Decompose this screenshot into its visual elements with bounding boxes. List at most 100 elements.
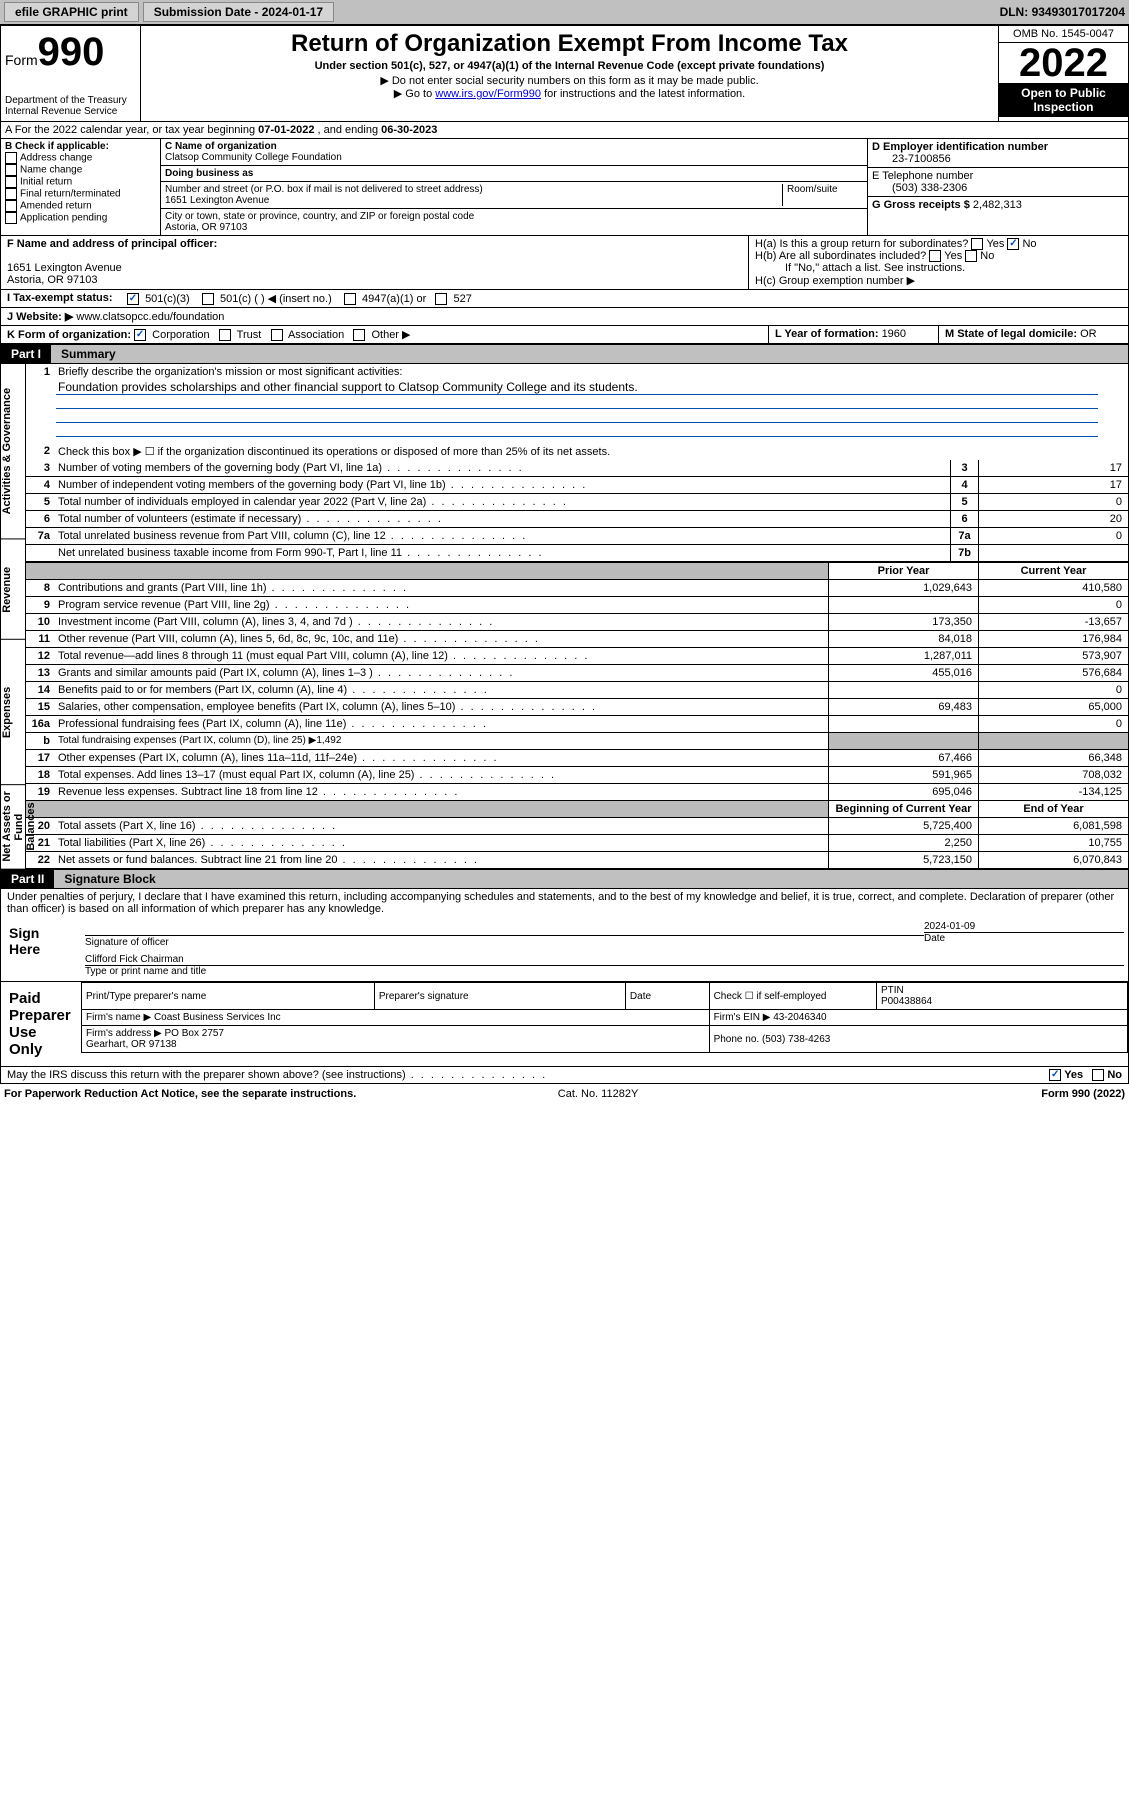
b-check[interactable] xyxy=(5,212,17,224)
j-label: J Website: ▶ xyxy=(7,311,76,323)
m-val: OR xyxy=(1080,328,1097,340)
ha-yes[interactable] xyxy=(971,238,983,250)
row-desc: Other expenses (Part IX, column (A), lin… xyxy=(54,750,828,766)
paid-preparer: Paid Preparer Use Only xyxy=(1,982,81,1066)
k-opt[interactable] xyxy=(353,329,365,341)
sig-date: 2024-01-09 xyxy=(924,921,1124,932)
p-date: Date xyxy=(625,983,709,1010)
col-c: C Name of organization Clatsop Community… xyxy=(161,139,868,235)
row-desc: Total unrelated business revenue from Pa… xyxy=(54,528,950,544)
b-check[interactable] xyxy=(5,188,17,200)
pra: For Paperwork Reduction Act Notice, see … xyxy=(4,1088,356,1100)
f-addr2: Astoria, OR 97103 xyxy=(7,274,98,286)
firm-ein-label: Firm's EIN ▶ xyxy=(714,1012,771,1023)
footer-form: Form 990 (2022) xyxy=(1041,1088,1125,1100)
i-501c[interactable] xyxy=(202,293,214,305)
row-desc: Grants and similar amounts paid (Part IX… xyxy=(54,665,828,681)
row-desc: Other revenue (Part VIII, column (A), li… xyxy=(54,631,828,647)
sign-here: Sign Here xyxy=(1,917,81,981)
mission: Foundation provides scholarships and oth… xyxy=(56,380,1098,395)
discuss-yes[interactable] xyxy=(1049,1069,1061,1081)
prior-val: 67,466 xyxy=(828,750,978,766)
a-text: A For the 2022 calendar year, or tax yea… xyxy=(5,124,258,136)
current-val: 0 xyxy=(978,682,1128,698)
row-val: 0 xyxy=(978,494,1128,510)
firm-addr-label: Firm's address ▶ xyxy=(86,1028,162,1039)
submission-date: Submission Date - 2024-01-17 xyxy=(143,2,334,22)
row-desc: Number of voting members of the governin… xyxy=(54,460,950,476)
i-4947[interactable] xyxy=(344,293,356,305)
i-501c3[interactable] xyxy=(127,293,139,305)
dln-value: 93493017017204 xyxy=(1032,5,1125,19)
i-527[interactable] xyxy=(435,293,447,305)
subdate-label: Submission Date - xyxy=(154,5,262,19)
phone: (503) 338-2306 xyxy=(872,182,967,194)
current-val: 6,070,843 xyxy=(978,852,1128,868)
p-name: Print/Type preparer's name xyxy=(82,983,375,1010)
current-val: 576,684 xyxy=(978,665,1128,681)
firm-name-label: Firm's name ▶ xyxy=(86,1012,151,1023)
d-label: D Employer identification number xyxy=(872,141,1048,153)
form-num-big: 990 xyxy=(38,30,105,74)
hc: H(c) Group exemption number ▶ xyxy=(755,274,1122,287)
l-label: L Year of formation: xyxy=(775,328,882,340)
prior-val: 2,250 xyxy=(828,835,978,851)
k-opt[interactable] xyxy=(134,329,146,341)
end-h: End of Year xyxy=(978,801,1128,817)
cat-no: Cat. No. 11282Y xyxy=(558,1088,639,1100)
firm-name: Coast Business Services Inc xyxy=(154,1012,281,1023)
part1-num: Part I xyxy=(1,345,51,363)
ha-no[interactable] xyxy=(1007,238,1019,250)
k-opt[interactable] xyxy=(271,329,283,341)
b-check[interactable] xyxy=(5,164,17,176)
b-check[interactable] xyxy=(5,176,17,188)
prior-val: 455,016 xyxy=(828,665,978,681)
declaration: Under penalties of perjury, I declare th… xyxy=(0,889,1129,917)
room-label: Room/suite xyxy=(787,184,838,195)
discuss-no[interactable] xyxy=(1092,1069,1104,1081)
k-label: K Form of organization: xyxy=(7,329,131,341)
firm-ein: 43-2046340 xyxy=(773,1012,826,1023)
k-opt[interactable] xyxy=(219,329,231,341)
q2: Check this box ▶ ☐ if the organization d… xyxy=(54,443,1128,460)
blank-line xyxy=(56,395,1098,409)
row-desc: Total expenses. Add lines 13–17 (must eq… xyxy=(54,767,828,783)
section-j: J Website: ▶ www.clatsopcc.edu/foundatio… xyxy=(0,308,1129,326)
no1: No xyxy=(1022,238,1036,250)
begin-h: Beginning of Current Year xyxy=(828,801,978,817)
row-desc: Revenue less expenses. Subtract line 18 … xyxy=(54,784,828,800)
current-val: 0 xyxy=(978,716,1128,732)
row-desc: Investment income (Part VIII, column (A)… xyxy=(54,614,828,630)
current-val: 176,984 xyxy=(978,631,1128,647)
s3post: for instructions and the latest informat… xyxy=(541,88,745,100)
hb-no[interactable] xyxy=(965,250,977,262)
sig-officer-label: Signature of officer xyxy=(85,937,169,948)
prior-val: 695,046 xyxy=(828,784,978,800)
subdate-value: 2024-01-17 xyxy=(262,5,323,19)
part1-title: Summary xyxy=(51,345,1128,363)
irs-link[interactable]: www.irs.gov/Form990 xyxy=(435,88,541,100)
discuss-q: May the IRS discuss this return with the… xyxy=(7,1069,547,1081)
efile-button[interactable]: efile GRAPHIC print xyxy=(4,2,139,22)
i-o4: 527 xyxy=(453,293,471,305)
part1-header: Part I Summary xyxy=(0,344,1129,364)
p-sig: Preparer's signature xyxy=(374,983,625,1010)
subtitle-2: ▶ Do not enter social security numbers o… xyxy=(145,74,994,87)
footer: For Paperwork Reduction Act Notice, see … xyxy=(0,1084,1129,1104)
row-desc: Total revenue—add lines 8 through 11 (mu… xyxy=(54,648,828,664)
i-o2: 501(c) ( ) ◀ (insert no.) xyxy=(220,293,332,305)
no2: No xyxy=(980,250,994,262)
hb-yes[interactable] xyxy=(929,250,941,262)
type-name-label: Type or print name and title xyxy=(85,965,1124,977)
row-desc: Benefits paid to or for members (Part IX… xyxy=(54,682,828,698)
b-check[interactable] xyxy=(5,200,17,212)
row-desc: Total number of volunteers (estimate if … xyxy=(54,511,950,527)
gross-receipts: 2,482,313 xyxy=(973,199,1022,211)
q1: Briefly describe the organization's miss… xyxy=(54,364,1128,380)
f-addr1: 1651 Lexington Avenue xyxy=(7,262,122,274)
form-number: Form990 xyxy=(5,30,136,75)
current-val: 65,000 xyxy=(978,699,1128,715)
s3pre: ▶ Go to xyxy=(394,88,435,100)
b-check[interactable] xyxy=(5,152,17,164)
col-b: B Check if applicable: Address changeNam… xyxy=(1,139,161,235)
